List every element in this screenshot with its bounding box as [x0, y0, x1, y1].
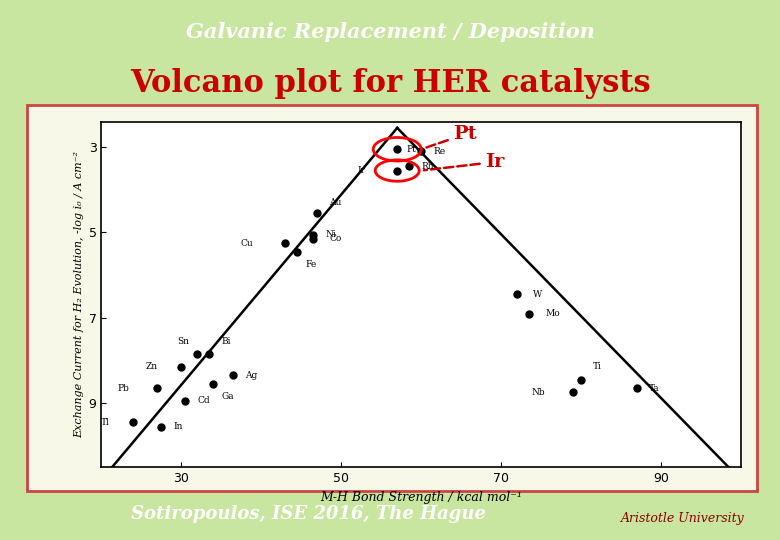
- Text: W: W: [534, 290, 542, 299]
- Text: Tl: Tl: [101, 418, 109, 427]
- Text: Pt: Pt: [407, 145, 417, 154]
- Text: Pt: Pt: [424, 125, 477, 148]
- Text: Ti: Ti: [593, 362, 602, 372]
- Text: Nb: Nb: [531, 388, 545, 397]
- Text: Cd: Cd: [197, 396, 210, 406]
- Text: Aristotle University: Aristotle University: [621, 512, 744, 525]
- Y-axis label: Exchange Current for H₂ Evolution, -log i₀ / A cm⁻²: Exchange Current for H₂ Evolution, -log …: [74, 151, 84, 438]
- Text: Ag: Ag: [246, 371, 257, 380]
- Text: Ga: Ga: [222, 392, 234, 401]
- Text: Re: Re: [433, 147, 445, 156]
- Text: Rh: Rh: [421, 162, 434, 171]
- X-axis label: M-H Bond Strength / kcal mol⁻¹: M-H Bond Strength / kcal mol⁻¹: [321, 490, 522, 503]
- Text: Mo: Mo: [545, 309, 560, 318]
- Text: Pb: Pb: [118, 383, 129, 393]
- Text: Ir: Ir: [357, 166, 365, 175]
- Text: Volcano plot for HER catalysts: Volcano plot for HER catalysts: [129, 68, 651, 99]
- Text: Ni: Ni: [325, 230, 336, 239]
- Text: Sotiropoulos, ISE 2016, The Hague: Sotiropoulos, ISE 2016, The Hague: [130, 505, 486, 523]
- Text: Ir: Ir: [424, 153, 505, 171]
- Text: Fe: Fe: [305, 260, 317, 269]
- Text: Zn: Zn: [145, 362, 158, 372]
- Text: Cu: Cu: [240, 239, 254, 248]
- Text: Bi: Bi: [222, 337, 231, 346]
- Text: Galvanic Replacement / Deposition: Galvanic Replacement / Deposition: [186, 22, 594, 43]
- Text: Sn: Sn: [177, 337, 190, 346]
- Text: Ta: Ta: [649, 383, 660, 393]
- Text: In: In: [173, 422, 183, 431]
- Text: Co: Co: [329, 234, 342, 244]
- Text: Au: Au: [329, 198, 342, 207]
